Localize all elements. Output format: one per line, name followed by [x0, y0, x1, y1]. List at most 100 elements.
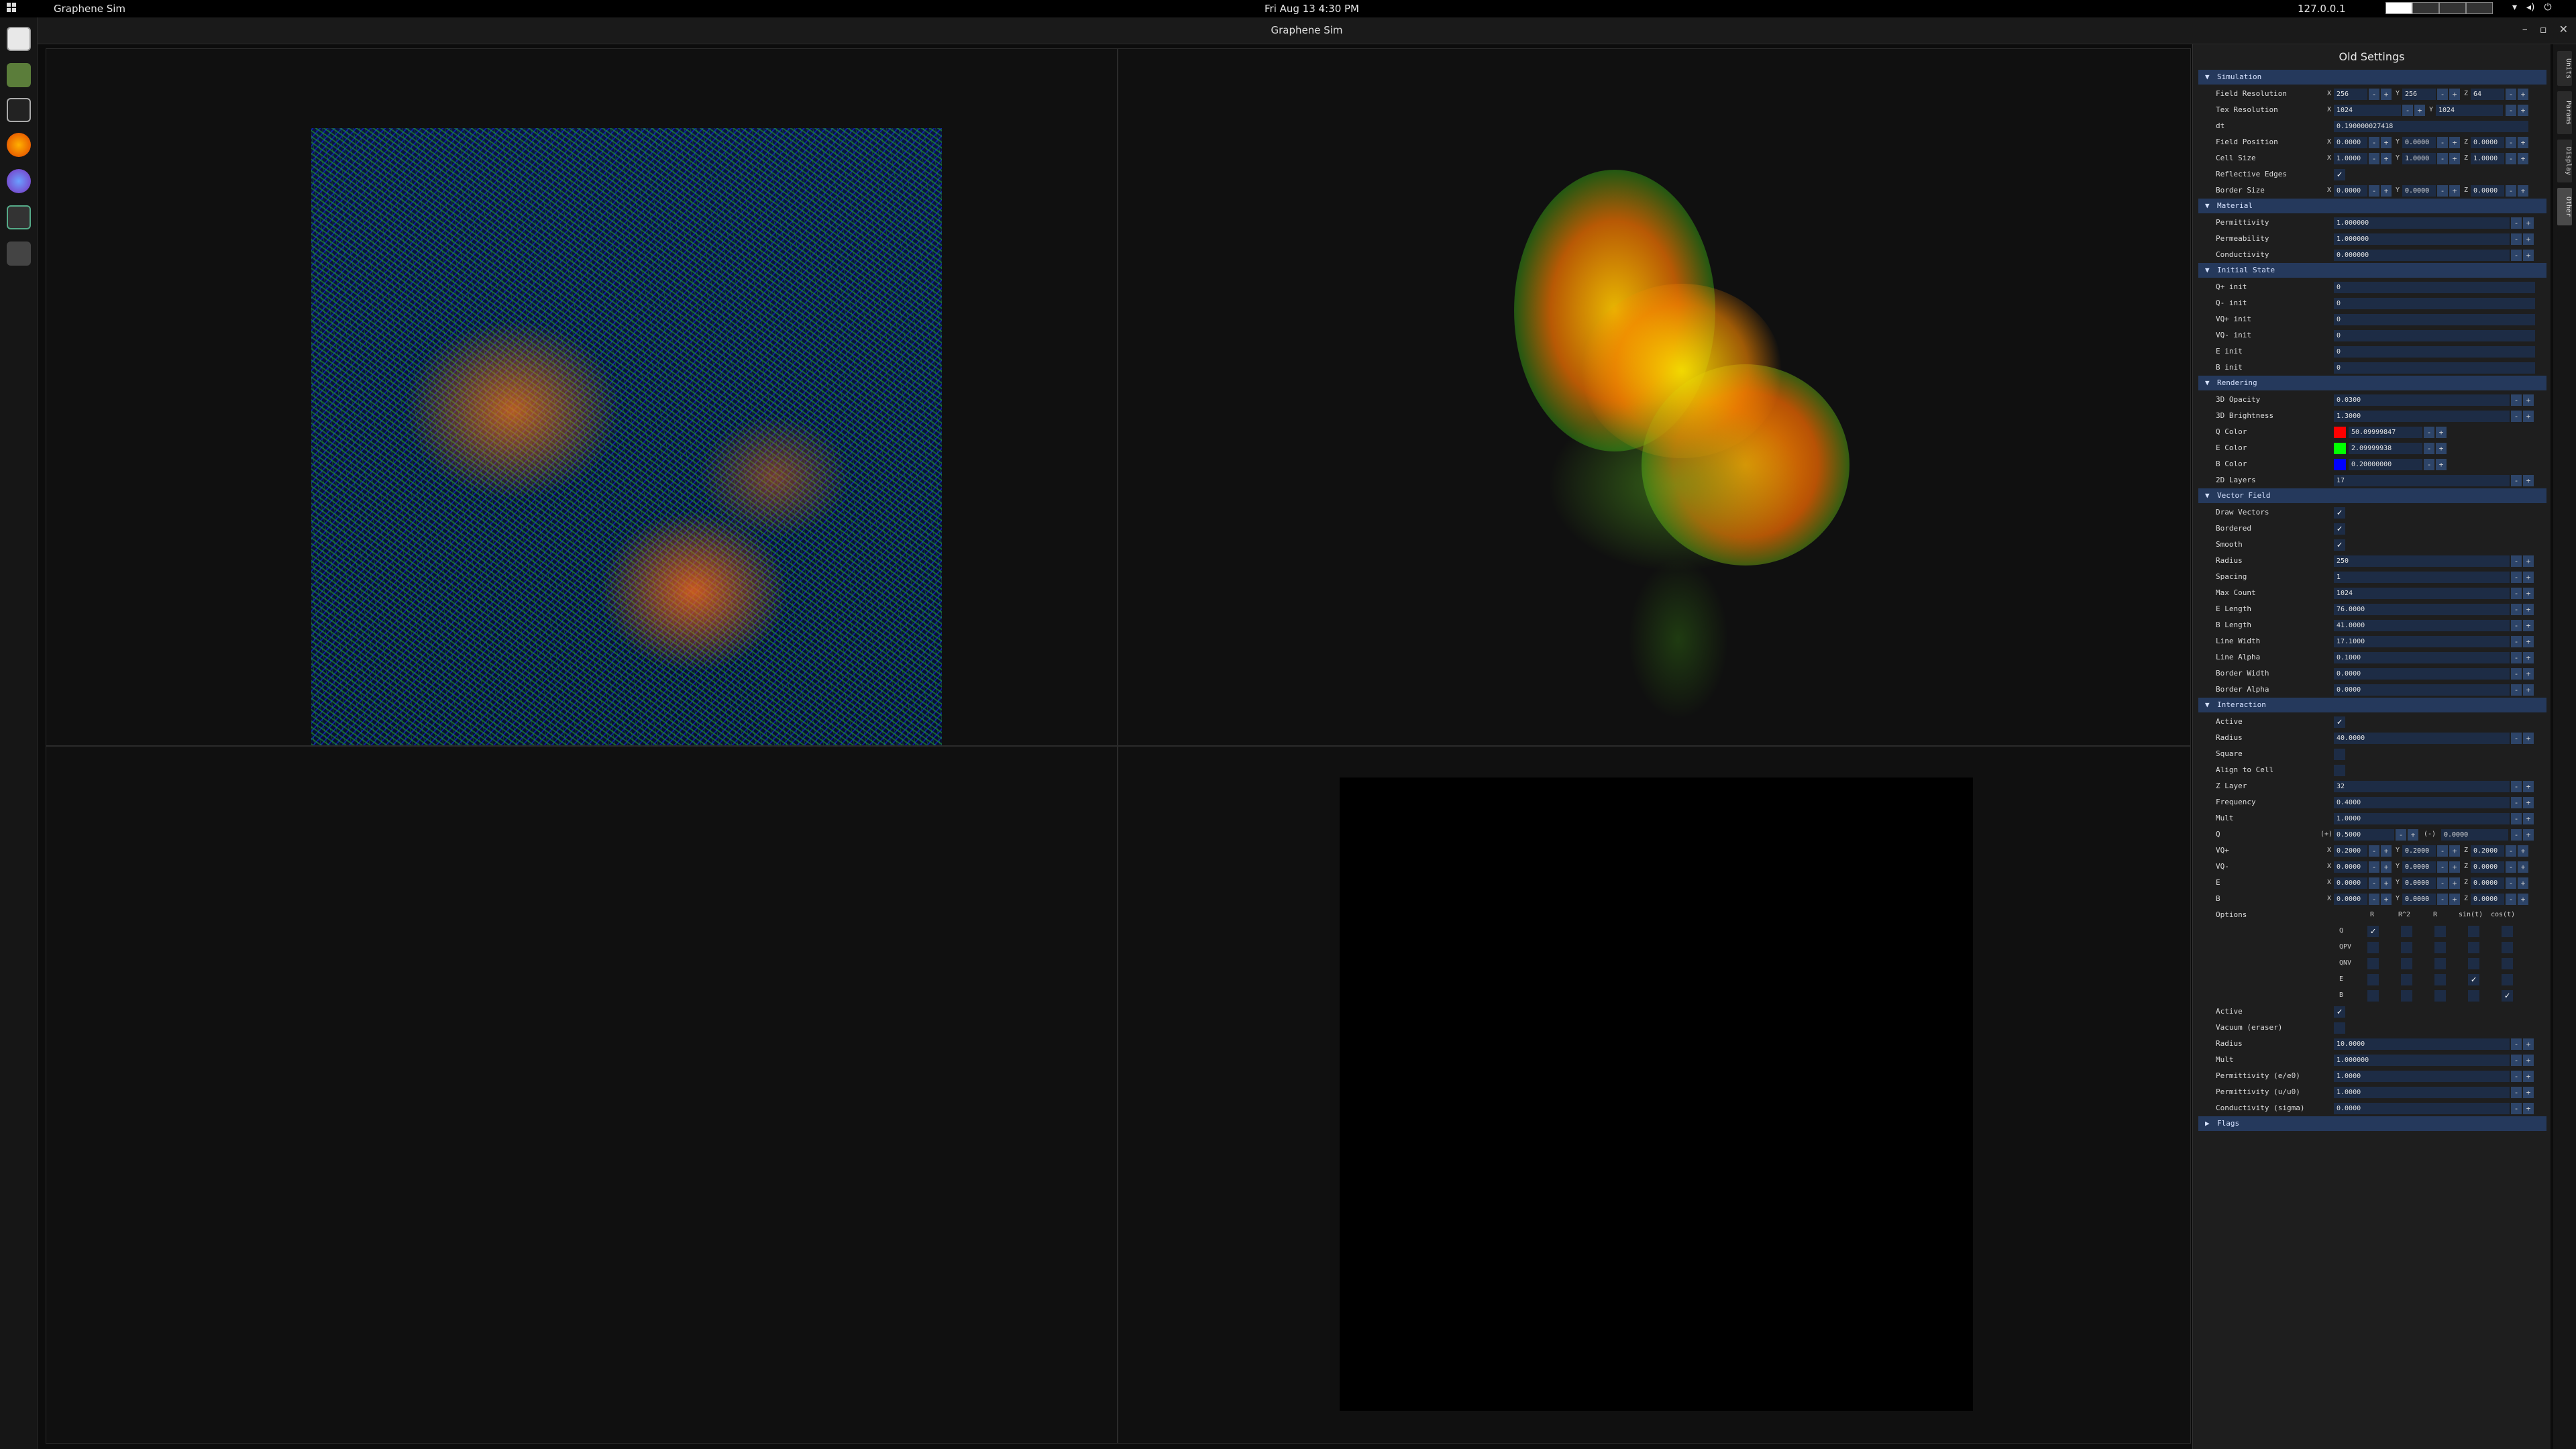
active-checkbox[interactable]: ✓: [2334, 716, 2345, 728]
decrement-button[interactable]: -: [2369, 185, 2379, 197]
increment-button[interactable]: +: [2523, 781, 2534, 792]
e-x-input[interactable]: 0.0000: [2334, 877, 2367, 889]
align-to-cell-checkbox[interactable]: [2334, 765, 2345, 776]
tex-res-x-input[interactable]: 1024: [2334, 105, 2401, 116]
decrement-button[interactable]: -: [2511, 733, 2522, 744]
increment-button[interactable]: +: [2523, 1055, 2534, 1066]
calculator-icon[interactable]: [7, 63, 31, 87]
border-y-input[interactable]: 0.0000: [2402, 185, 2436, 197]
increment-button[interactable]: +: [2523, 684, 2534, 696]
increment-button[interactable]: +: [2523, 733, 2534, 744]
field-pos-y-input[interactable]: 0.0000: [2402, 137, 2436, 148]
decrement-button[interactable]: -: [2506, 877, 2516, 889]
power-icon[interactable]: ⏻: [2544, 2, 2552, 13]
decrement-button[interactable]: -: [2511, 781, 2522, 792]
option-checkbox[interactable]: [2401, 990, 2412, 1002]
increment-button[interactable]: +: [2518, 153, 2528, 164]
field-res-z-input[interactable]: 64: [2471, 89, 2504, 100]
active-material-checkbox[interactable]: ✓: [2334, 1006, 2345, 1018]
decrement-button[interactable]: -: [2437, 137, 2448, 148]
cell-size-y-input[interactable]: 1.0000: [2402, 153, 2436, 164]
option-checkbox[interactable]: [2468, 958, 2479, 969]
b-init-input[interactable]: 0: [2334, 362, 2535, 374]
field-res-y-input[interactable]: 256: [2402, 89, 2436, 100]
option-checkbox[interactable]: [2434, 926, 2446, 937]
option-checkbox[interactable]: [2434, 974, 2446, 985]
option-checkbox[interactable]: [2468, 926, 2479, 937]
decrement-button[interactable]: -: [2437, 861, 2448, 873]
increment-button[interactable]: +: [2414, 105, 2425, 116]
option-checkbox[interactable]: [2367, 974, 2379, 985]
increment-button[interactable]: +: [2449, 137, 2460, 148]
b-length-input[interactable]: 41.0000: [2334, 620, 2510, 631]
increment-button[interactable]: +: [2518, 845, 2528, 857]
section-flags[interactable]: ▶ Flags: [2198, 1116, 2546, 1131]
section-initial-state[interactable]: ▼ Initial State: [2198, 263, 2546, 278]
increment-button[interactable]: +: [2381, 185, 2392, 197]
b-color-swatch[interactable]: [2334, 459, 2346, 470]
option-checkbox[interactable]: [2434, 990, 2446, 1002]
vqm-y-input[interactable]: 0.0000: [2402, 861, 2436, 873]
material-mult-input[interactable]: 1.000000: [2334, 1055, 2510, 1066]
workspace-3[interactable]: [2439, 2, 2466, 14]
increment-button[interactable]: +: [2381, 137, 2392, 148]
decrement-button[interactable]: -: [2511, 813, 2522, 824]
decrement-button[interactable]: -: [2369, 153, 2379, 164]
option-checkbox[interactable]: [2367, 990, 2379, 1002]
option-checkbox[interactable]: [2401, 974, 2412, 985]
e-color-input[interactable]: 2.09999938: [2349, 443, 2422, 454]
vqp-z-input[interactable]: 0.2000: [2471, 845, 2504, 857]
decrement-button[interactable]: -: [2506, 89, 2516, 100]
opacity-3d-input[interactable]: 0.0300: [2334, 394, 2510, 406]
decrement-button[interactable]: -: [2402, 105, 2413, 116]
border-width-input[interactable]: 0.0000: [2334, 668, 2510, 680]
increment-button[interactable]: +: [2518, 877, 2528, 889]
increment-button[interactable]: +: [2523, 555, 2534, 567]
decrement-button[interactable]: -: [2437, 153, 2448, 164]
decrement-button[interactable]: -: [2506, 861, 2516, 873]
b-y-input[interactable]: 0.0000: [2402, 894, 2436, 905]
files-icon[interactable]: [7, 27, 31, 51]
permittivity-e-input[interactable]: 1.0000: [2334, 1071, 2510, 1082]
increment-button[interactable]: +: [2523, 1103, 2534, 1114]
increment-button[interactable]: +: [2523, 250, 2534, 261]
mult-input[interactable]: 1.0000: [2334, 813, 2510, 824]
decrement-button[interactable]: -: [2511, 233, 2522, 245]
decrement-button[interactable]: -: [2506, 153, 2516, 164]
option-checkbox[interactable]: [2401, 926, 2412, 937]
option-checkbox[interactable]: [2434, 942, 2446, 953]
e-color-swatch[interactable]: [2334, 443, 2346, 454]
view-empty[interactable]: [46, 746, 1118, 1444]
section-rendering[interactable]: ▼ Rendering: [2198, 376, 2546, 390]
increment-button[interactable]: +: [2523, 1087, 2534, 1098]
decrement-button[interactable]: -: [2511, 636, 2522, 647]
activities-icon[interactable]: [7, 3, 17, 12]
increment-button[interactable]: +: [2381, 877, 2392, 889]
border-alpha-input[interactable]: 0.0000: [2334, 684, 2510, 696]
increment-button[interactable]: +: [2518, 185, 2528, 197]
e-init-input[interactable]: 0: [2334, 346, 2535, 358]
cell-size-z-input[interactable]: 1.0000: [2471, 153, 2504, 164]
increment-button[interactable]: +: [2449, 185, 2460, 197]
inter-radius-input[interactable]: 40.0000: [2334, 733, 2510, 744]
workspace-4[interactable]: [2466, 2, 2493, 14]
increment-button[interactable]: +: [2449, 845, 2460, 857]
field-res-x-input[interactable]: 256: [2334, 89, 2367, 100]
line-alpha-input[interactable]: 0.1000: [2334, 652, 2510, 663]
cell-size-x-input[interactable]: 1.0000: [2334, 153, 2367, 164]
increment-button[interactable]: +: [2523, 411, 2534, 422]
increment-button[interactable]: +: [2523, 588, 2534, 599]
increment-button[interactable]: +: [2518, 894, 2528, 905]
decrement-button[interactable]: -: [2424, 443, 2434, 454]
option-checkbox[interactable]: [2434, 958, 2446, 969]
frequency-input[interactable]: 0.4000: [2334, 797, 2510, 808]
increment-button[interactable]: +: [2449, 894, 2460, 905]
decrement-button[interactable]: -: [2511, 1087, 2522, 1098]
increment-button[interactable]: +: [2436, 427, 2447, 438]
option-checkbox[interactable]: [2468, 942, 2479, 953]
workspace-1[interactable]: [2385, 2, 2412, 14]
tex-res-y-input[interactable]: 1024: [2436, 105, 2503, 116]
increment-button[interactable]: +: [2523, 620, 2534, 631]
vqp-x-input[interactable]: 0.2000: [2334, 845, 2367, 857]
increment-button[interactable]: +: [2523, 668, 2534, 680]
